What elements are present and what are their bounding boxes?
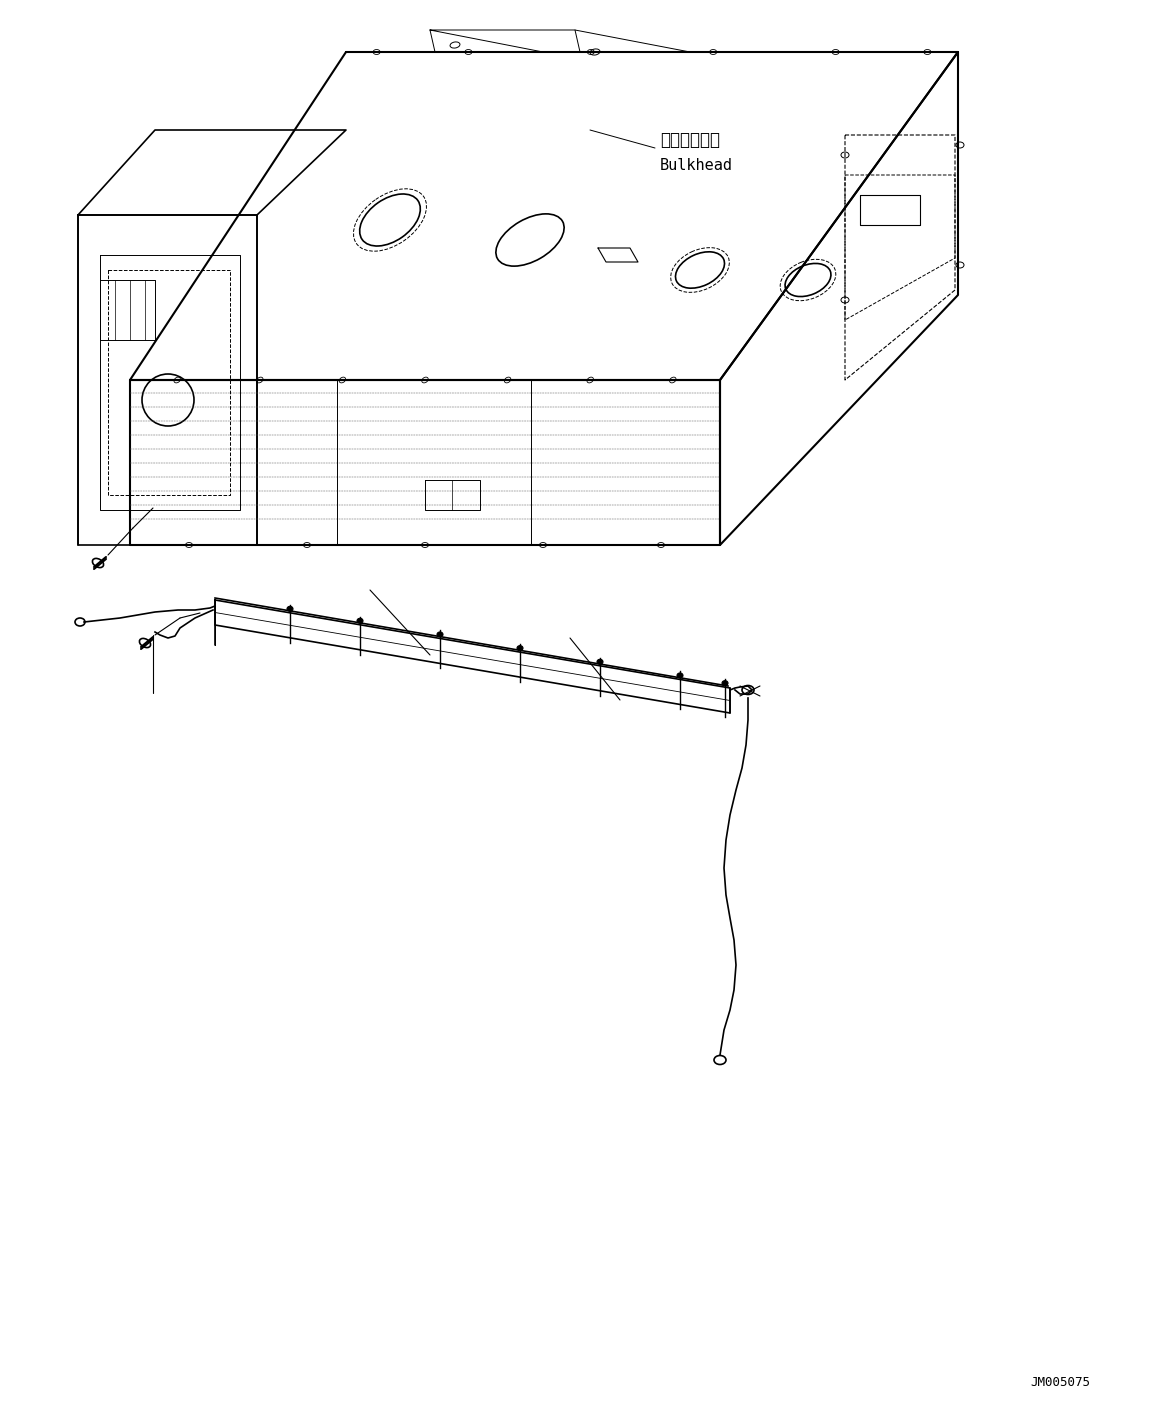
Text: JM005075: JM005075: [1030, 1377, 1090, 1389]
Text: Bulkhead: Bulkhead: [659, 158, 733, 172]
Ellipse shape: [722, 681, 728, 686]
Text: バルクヘッド: バルクヘッド: [659, 131, 720, 149]
Ellipse shape: [357, 619, 363, 623]
Ellipse shape: [677, 674, 683, 678]
Ellipse shape: [597, 659, 602, 664]
Ellipse shape: [437, 633, 443, 637]
Ellipse shape: [518, 645, 523, 651]
Ellipse shape: [287, 606, 293, 612]
